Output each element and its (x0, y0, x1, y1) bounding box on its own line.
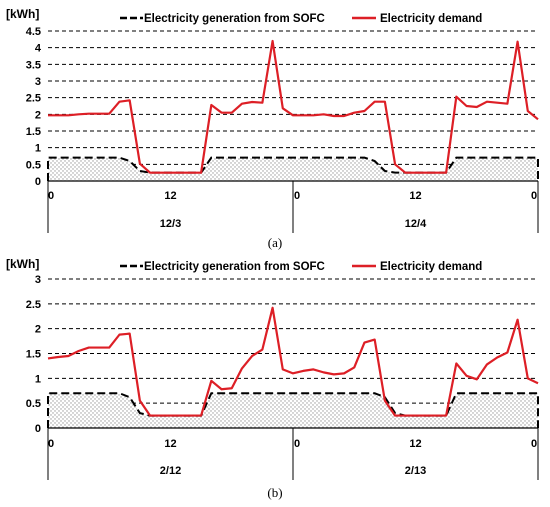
x-tick-label: 0 (48, 190, 54, 202)
sofc-series-line-a (47, 156, 539, 181)
y-tick-label: 1 (35, 373, 41, 385)
caption-a: (a) (268, 235, 282, 250)
legend-demand-label: Electricity demand (380, 261, 482, 273)
y-tick-label: 1 (35, 143, 41, 155)
unit-label-b: [kWh] (6, 257, 39, 271)
y-tick-label: 0 (35, 423, 41, 435)
x-tick-label: 0 (294, 190, 300, 202)
y-ticks-a: 0 0.5 1 1.5 2 2.5 3 3.5 4 4.5 (26, 26, 42, 188)
x-tick-label: 0 (531, 190, 537, 202)
x-category-label: 12/3 (160, 218, 181, 230)
y-tick-label: 2 (35, 109, 41, 121)
demand-series-line-a (48, 39, 539, 174)
x-tick-label: 12 (409, 438, 421, 450)
sofc-series-line-b (47, 392, 539, 428)
x-tick-label: 12 (164, 438, 176, 450)
demand-series-line-b (47, 306, 539, 417)
x-axis-a: 0 12 0 12 0 12/3 12/4 (47, 180, 539, 233)
legend-sofc-label: Electricity generation from SOFC (144, 13, 325, 25)
x-tick-label: 0 (531, 438, 537, 450)
y-tick-label: 4.5 (26, 26, 41, 38)
sofc-area-b (48, 393, 538, 428)
x-category-label: 2/13 (405, 465, 426, 477)
x-axis-b: 0 12 0 12 0 2/12 2/13 (47, 427, 539, 480)
y-tick-label: 2.5 (26, 93, 41, 105)
y-tick-label: 2 (35, 324, 41, 336)
sofc-area-a (48, 157, 538, 181)
y-tick-label: 0.5 (26, 159, 41, 171)
legend-demand-label: Electricity demand (380, 13, 482, 25)
x-tick-label: 12 (164, 190, 176, 202)
legend-a: Electricity generation from SOFC Electri… (120, 13, 482, 25)
gridlines-b (48, 278, 538, 404)
unit-label-a: [kWh] (6, 7, 39, 21)
y-tick-label: 0 (35, 176, 41, 188)
gridlines-a (48, 30, 538, 165)
legend-b: Electricity generation from SOFC Electri… (120, 261, 482, 273)
y-tick-label: 2.5 (26, 299, 41, 311)
y-ticks-b: 0 0.5 1 1.5 2 2.5 3 (26, 274, 41, 435)
y-tick-label: 1.5 (26, 349, 41, 361)
x-category-label: 2/12 (160, 465, 181, 477)
x-tick-label: 12 (409, 190, 421, 202)
x-tick-label: 0 (48, 438, 54, 450)
chart-panel-b: Electricity generation from SOFC Electri… (6, 257, 539, 500)
x-tick-label: 0 (294, 438, 300, 450)
y-tick-label: 1.5 (26, 126, 41, 138)
y-tick-label: 3.5 (26, 59, 41, 71)
chart-panel-a: Electricity generation from SOFC Electri… (6, 7, 539, 250)
y-tick-label: 4 (35, 43, 42, 55)
x-category-label: 12/4 (405, 218, 427, 230)
y-tick-label: 3 (35, 76, 41, 88)
legend-sofc-label: Electricity generation from SOFC (144, 261, 325, 273)
y-tick-label: 0.5 (26, 398, 41, 410)
caption-b: (b) (267, 485, 282, 500)
y-tick-label: 3 (35, 274, 41, 286)
